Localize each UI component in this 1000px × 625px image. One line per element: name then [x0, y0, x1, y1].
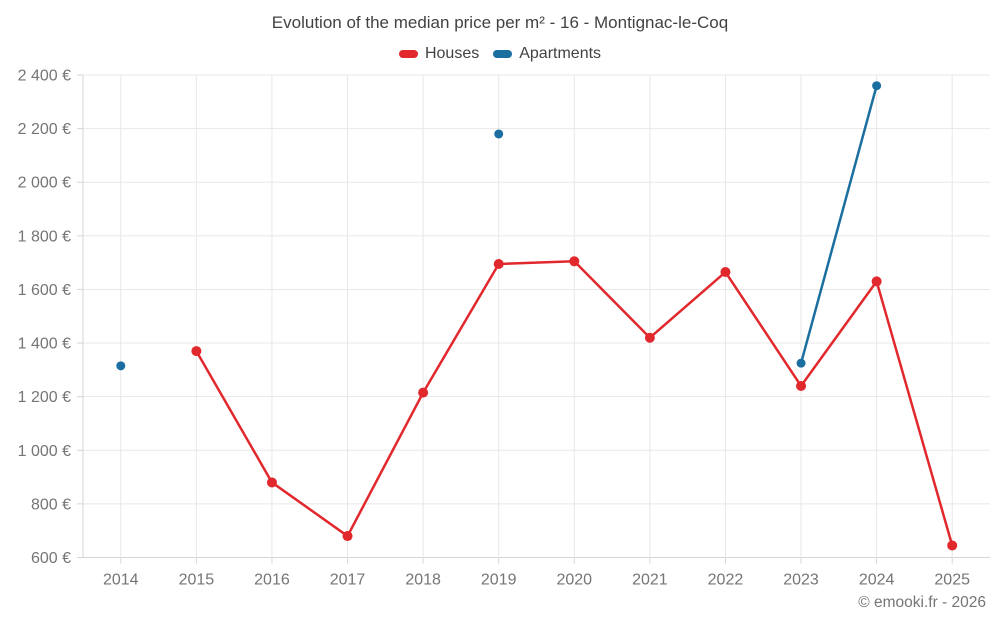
point-houses-2021[interactable] — [644, 332, 655, 343]
y-tick-label: 1 800 € — [18, 228, 71, 245]
legend-label-apartments: Apartments — [519, 45, 602, 62]
x-tick-label: 2015 — [179, 572, 215, 589]
y-tick-label: 600 € — [31, 550, 71, 567]
y-tick-label: 800 € — [31, 496, 71, 513]
legend-label-houses: Houses — [424, 45, 480, 62]
line-apartments — [799, 84, 878, 365]
x-tick-label: 2016 — [254, 572, 290, 589]
point-apartments-2014[interactable] — [116, 361, 126, 371]
legend-item-houses[interactable]: Houses — [398, 45, 480, 63]
x-tick-label: 2019 — [481, 572, 517, 589]
point-houses-2015[interactable] — [191, 346, 202, 357]
chart-title: Evolution of the median price per m² - 1… — [271, 13, 729, 32]
point-houses-2024[interactable] — [871, 276, 882, 287]
apartments-swatch-icon — [493, 50, 513, 58]
point-houses-2020[interactable] — [569, 256, 580, 267]
point-houses-2016[interactable] — [266, 477, 277, 488]
point-apartments-2019[interactable] — [494, 129, 504, 139]
x-tick-label: 2017 — [330, 572, 366, 589]
point-apartments-2024[interactable] — [872, 81, 882, 91]
x-tick-label: 2020 — [556, 572, 592, 589]
x-tick-label: 2014 — [103, 572, 139, 589]
y-tick-label: 1 000 € — [18, 443, 71, 460]
x-tick-label: 2021 — [632, 572, 668, 589]
legend: Houses Apartments — [0, 45, 1000, 63]
y-tick-label: 2 200 € — [18, 121, 71, 138]
point-houses-2022[interactable] — [720, 267, 731, 278]
x-tick-label: 2024 — [859, 572, 895, 589]
y-tick-label: 2 000 € — [18, 175, 71, 192]
x-tick-label: 2018 — [405, 572, 441, 589]
y-tick-label: 1 600 € — [18, 282, 71, 299]
point-houses-2019[interactable] — [493, 258, 504, 269]
x-tick-label: 2022 — [708, 572, 744, 589]
copyright-link[interactable]: © emooki.fr - 2026 — [858, 594, 986, 611]
legend-item-apartments[interactable]: Apartments — [493, 45, 601, 63]
houses-swatch-icon — [398, 50, 418, 58]
point-houses-2018[interactable] — [418, 387, 429, 398]
y-tick-label: 2 400 € — [18, 68, 71, 85]
point-houses-2025[interactable] — [947, 540, 958, 551]
y-tick-label: 1 400 € — [18, 336, 71, 353]
y-tick-label: 1 200 € — [18, 389, 71, 406]
point-houses-2023[interactable] — [796, 380, 807, 391]
x-tick-label: 2023 — [783, 572, 819, 589]
point-apartments-2023[interactable] — [796, 358, 806, 368]
x-tick-label: 2025 — [934, 572, 970, 589]
point-houses-2017[interactable] — [342, 531, 353, 542]
